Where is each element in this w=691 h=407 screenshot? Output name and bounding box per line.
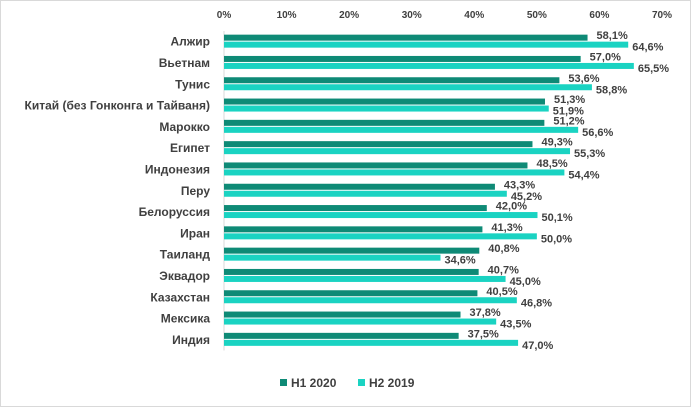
data-label-h1-2020: 57,0% bbox=[590, 51, 621, 63]
bar-h1-2020 bbox=[224, 226, 483, 233]
data-label-h2-2019: 34,6% bbox=[444, 255, 475, 267]
bar-h2-2019 bbox=[224, 169, 565, 176]
category-label: Индия bbox=[172, 333, 210, 347]
category-label: Вьетнам bbox=[159, 56, 210, 70]
data-label-h1-2020: 41,3% bbox=[491, 222, 522, 234]
data-label-h1-2020: 40,7% bbox=[488, 264, 519, 276]
bar-h2-2019 bbox=[224, 41, 629, 48]
bar-h1-2020 bbox=[224, 205, 487, 212]
data-label-h1-2020: 49,3% bbox=[541, 137, 572, 149]
x-tick-label: 20% bbox=[339, 10, 359, 21]
data-label-h2-2019: 43,5% bbox=[500, 319, 531, 331]
bar-h2-2019 bbox=[224, 233, 537, 240]
bar-h2-2019 bbox=[224, 190, 507, 197]
x-tick-label: 10% bbox=[277, 10, 297, 21]
data-label-h2-2019: 50,0% bbox=[541, 233, 572, 245]
data-label-h1-2020: 43,3% bbox=[504, 179, 535, 191]
data-label-h1-2020: 48,5% bbox=[536, 158, 567, 170]
x-tick-label: 50% bbox=[527, 10, 547, 21]
data-label-h1-2020: 40,5% bbox=[486, 286, 517, 298]
data-label-h1-2020: 37,5% bbox=[468, 328, 499, 340]
category-label: Тунис bbox=[175, 77, 210, 91]
bar-h1-2020 bbox=[224, 311, 461, 318]
bar-h1-2020 bbox=[224, 332, 459, 339]
legend-label-h2-2019: H2 2019 bbox=[369, 376, 415, 390]
category-label: Индонезия bbox=[145, 162, 210, 176]
bar-h1-2020 bbox=[224, 34, 588, 41]
x-tick-label: 0% bbox=[217, 10, 232, 21]
bar-h2-2019 bbox=[224, 212, 538, 219]
category-label: Алжир bbox=[170, 35, 210, 49]
bar-h2-2019 bbox=[224, 148, 571, 155]
bar-h1-2020 bbox=[224, 268, 479, 275]
data-label-h1-2020: 51,3% bbox=[554, 94, 585, 106]
bar-h1-2020 bbox=[224, 247, 480, 254]
bar-h1-2020 bbox=[224, 55, 581, 62]
data-label-h2-2019: 45,0% bbox=[510, 276, 541, 288]
bar-h1-2020 bbox=[224, 290, 478, 297]
data-label-h2-2019: 65,5% bbox=[638, 63, 669, 75]
bar-h1-2020 bbox=[224, 162, 528, 169]
data-label-h2-2019: 58,8% bbox=[596, 84, 627, 96]
data-label-h1-2020: 42,0% bbox=[496, 201, 527, 213]
data-label-h1-2020: 58,1% bbox=[597, 30, 628, 42]
data-label-h2-2019: 54,4% bbox=[568, 169, 599, 181]
bar-h2-2019 bbox=[224, 275, 506, 282]
data-label-h2-2019: 64,6% bbox=[632, 42, 663, 54]
data-label-h1-2020: 40,8% bbox=[488, 243, 519, 255]
bar-h2-2019 bbox=[224, 318, 497, 325]
bar-h1-2020 bbox=[224, 98, 545, 105]
data-label-h2-2019: 55,3% bbox=[574, 148, 605, 160]
bar-h2-2019 bbox=[224, 297, 517, 304]
category-label: Иран bbox=[180, 226, 210, 240]
data-label-h1-2020: 37,8% bbox=[470, 307, 501, 319]
data-label-h2-2019: 46,8% bbox=[521, 297, 552, 309]
category-label: Перу bbox=[181, 184, 210, 198]
category-label: Таиланд bbox=[160, 248, 211, 262]
data-label-h2-2019: 56,6% bbox=[582, 127, 613, 139]
legend-swatch-h2-2019 bbox=[358, 379, 365, 386]
x-tick-label: 30% bbox=[402, 10, 422, 21]
data-label-h2-2019: 51,9% bbox=[553, 106, 584, 118]
bar-h1-2020 bbox=[224, 183, 495, 190]
category-label: Казахстан bbox=[150, 290, 210, 304]
legend-label-h1-2020: H1 2020 bbox=[291, 376, 337, 390]
bar-h2-2019 bbox=[224, 84, 592, 91]
data-label-h1-2020: 53,6% bbox=[568, 73, 599, 85]
x-tick-label: 60% bbox=[589, 10, 609, 21]
bar-h2-2019 bbox=[224, 62, 634, 69]
bar-h2-2019 bbox=[224, 254, 441, 261]
data-label-h2-2019: 50,1% bbox=[541, 212, 572, 224]
category-label: Эквадор bbox=[159, 269, 210, 283]
bar-h1-2020 bbox=[224, 77, 560, 84]
bar-h2-2019 bbox=[224, 105, 549, 112]
bar-h2-2019 bbox=[224, 339, 519, 346]
data-label-h2-2019: 45,2% bbox=[511, 191, 542, 203]
category-label: Китай (без Гонконга и Тайваня) bbox=[25, 99, 211, 113]
category-label: Белоруссия bbox=[139, 205, 210, 219]
data-label-h1-2020: 51,2% bbox=[553, 115, 584, 127]
category-label: Египет bbox=[170, 141, 210, 155]
x-tick-label: 70% bbox=[652, 10, 672, 21]
category-label: Мексика bbox=[161, 312, 211, 326]
bar-h1-2020 bbox=[224, 141, 533, 148]
legend-swatch-h1-2020 bbox=[280, 379, 287, 386]
data-label-h2-2019: 47,0% bbox=[522, 340, 553, 352]
bar-h1-2020 bbox=[224, 119, 545, 126]
x-tick-label: 40% bbox=[464, 10, 484, 21]
bar-h2-2019 bbox=[224, 126, 579, 133]
category-label: Марокко bbox=[159, 120, 210, 134]
